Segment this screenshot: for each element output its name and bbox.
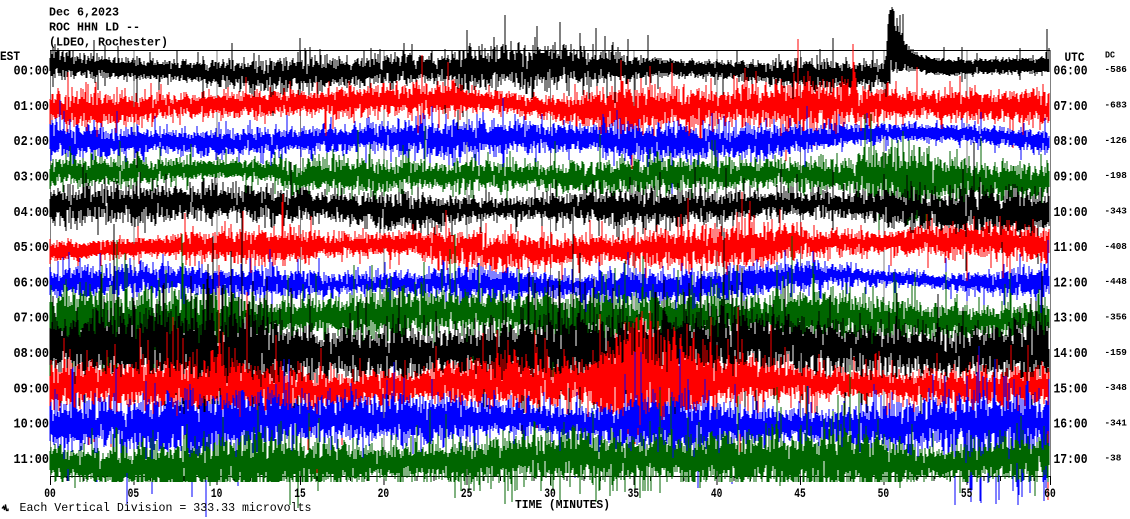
svg-text:55: 55 (961, 486, 973, 501)
svg-text:20: 20 (378, 486, 390, 501)
svg-text:UTC: UTC (1065, 51, 1085, 65)
svg-text:15:00: 15:00 (1054, 381, 1088, 397)
svg-text:10: 10 (211, 486, 223, 501)
svg-text:50: 50 (878, 486, 890, 501)
svg-text:-586: -586 (1105, 64, 1128, 75)
svg-text:40: 40 (711, 486, 723, 501)
svg-text:09:00: 09:00 (1054, 169, 1088, 185)
svg-text:07:00: 07:00 (1054, 99, 1088, 115)
svg-text:Dec 6,2023: Dec 6,2023 (49, 7, 119, 20)
svg-text:14:00: 14:00 (1054, 346, 1088, 362)
svg-text:-448: -448 (1105, 276, 1128, 287)
svg-text:45: 45 (794, 486, 806, 501)
svg-text:-38: -38 (1105, 453, 1122, 464)
svg-text:-408: -408 (1105, 241, 1128, 252)
svg-text:00:00: 00:00 (14, 64, 50, 80)
svg-text:10:00: 10:00 (1054, 205, 1088, 221)
svg-text:ROC HHN LD --: ROC HHN LD -- (49, 22, 140, 35)
svg-text:-343: -343 (1105, 205, 1128, 216)
svg-text:08:00: 08:00 (1054, 134, 1088, 150)
svg-text:01:00: 01:00 (14, 99, 50, 115)
svg-text:11:00: 11:00 (1054, 240, 1088, 256)
svg-text:05:00: 05:00 (14, 240, 50, 256)
svg-text:08:00: 08:00 (14, 346, 50, 362)
svg-text:06:00: 06:00 (14, 275, 50, 291)
svg-text:-348: -348 (1105, 382, 1128, 393)
svg-text:10:00: 10:00 (14, 417, 50, 433)
svg-text:DC: DC (1105, 50, 1115, 61)
svg-text:-341: -341 (1105, 417, 1128, 428)
svg-text:07:00: 07:00 (14, 311, 50, 327)
svg-text:60: 60 (1044, 486, 1056, 501)
svg-text:09:00: 09:00 (14, 381, 50, 397)
svg-text:-683: -683 (1105, 100, 1128, 111)
svg-text:05: 05 (128, 486, 140, 501)
svg-text:03:00: 03:00 (14, 169, 50, 185)
svg-text:17:00: 17:00 (1054, 452, 1088, 468)
svg-text:-159: -159 (1105, 347, 1128, 358)
svg-text:06:00: 06:00 (1054, 64, 1088, 80)
svg-text:11:00: 11:00 (14, 452, 50, 468)
svg-text:30: 30 (544, 486, 556, 501)
svg-text:-356: -356 (1105, 311, 1128, 322)
svg-text:(LDEO, Rochester): (LDEO, Rochester) (49, 37, 168, 50)
svg-text:00: 00 (44, 486, 56, 501)
svg-text:02:00: 02:00 (14, 134, 50, 150)
svg-text:16:00: 16:00 (1054, 417, 1088, 433)
svg-text:04:00: 04:00 (14, 205, 50, 221)
svg-text:Each Vertical Division = 333.: Each Vertical Division = 333.33 microvol… (20, 501, 312, 515)
svg-text:TIME (MINUTES): TIME (MINUTES) (515, 498, 610, 512)
svg-text:13:00: 13:00 (1054, 311, 1088, 327)
svg-text:15: 15 (294, 486, 306, 501)
svg-text:-198: -198 (1105, 170, 1128, 181)
svg-text:-126: -126 (1105, 135, 1128, 146)
svg-text:35: 35 (628, 486, 640, 501)
svg-text:25: 25 (461, 486, 473, 501)
svg-text:12:00: 12:00 (1054, 275, 1088, 291)
svg-text:EST: EST (0, 50, 20, 64)
